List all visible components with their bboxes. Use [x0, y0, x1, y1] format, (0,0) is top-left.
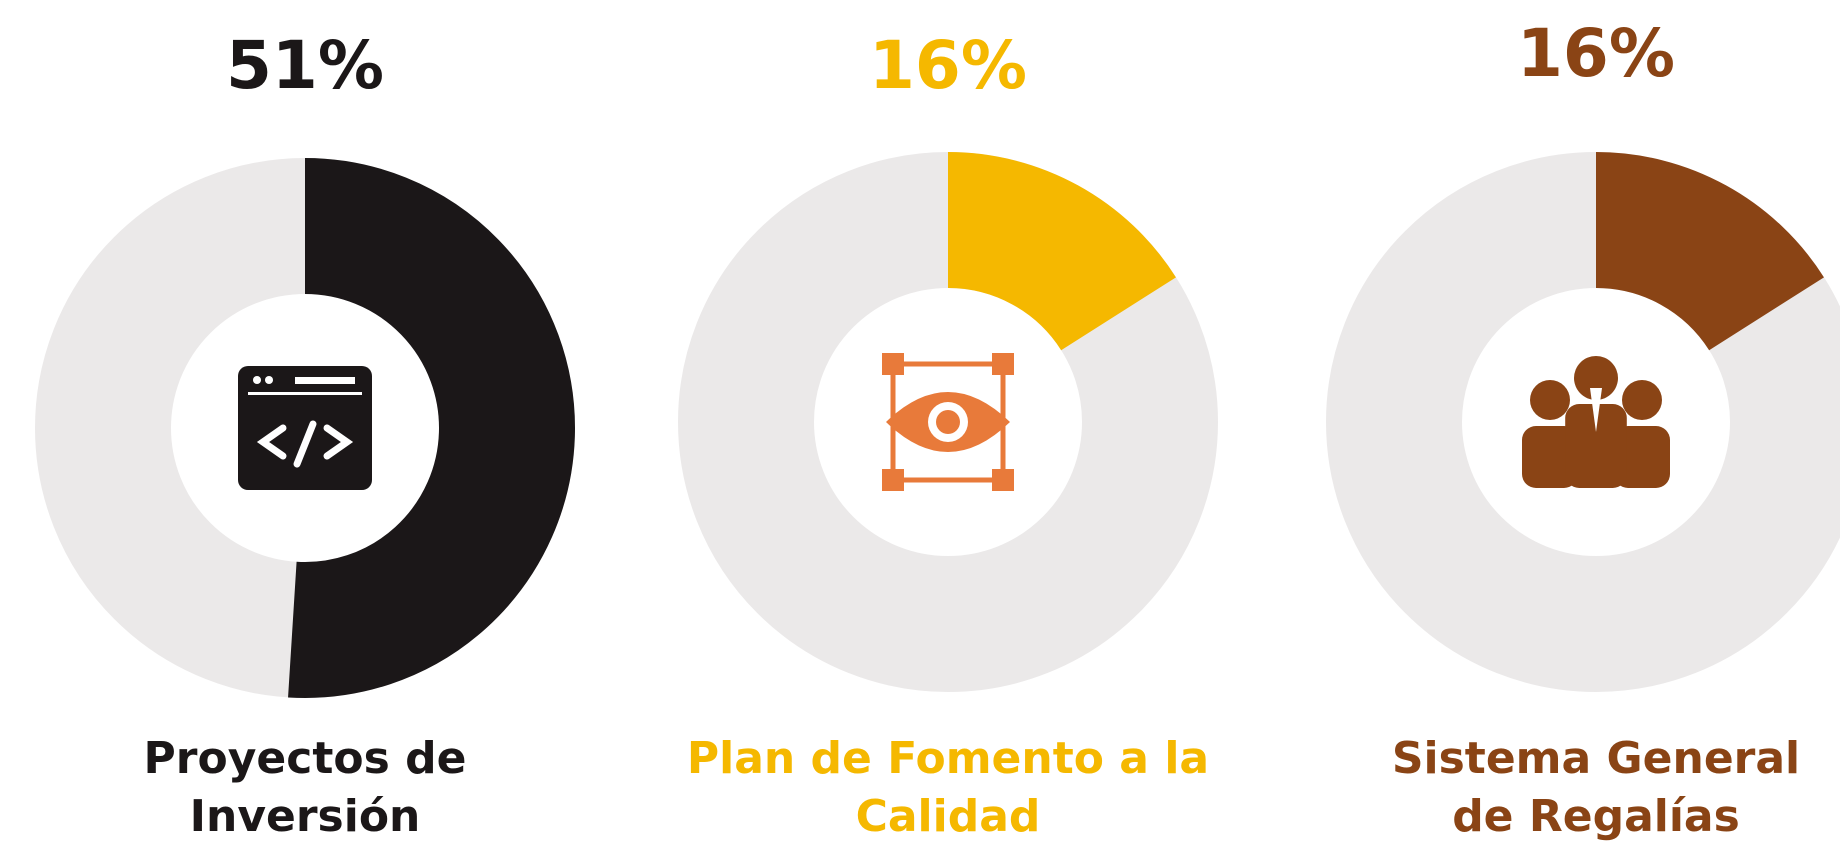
donut-arc: [288, 158, 575, 698]
percent-label: 51%: [226, 27, 384, 104]
icon: [1590, 388, 1602, 432]
chart-title: Sistema General de Regalías: [1391, 733, 1801, 842]
icon: [238, 366, 372, 490]
icon: [1565, 404, 1627, 488]
icon: [936, 410, 960, 434]
chart-title: Plan de Fomento a la Calidad: [686, 733, 1210, 842]
icon: [1574, 356, 1618, 400]
icon: [253, 376, 261, 384]
icon: [882, 353, 904, 375]
percent-label: 16%: [1517, 15, 1675, 92]
icon: [992, 353, 1014, 375]
icon: [1522, 426, 1578, 488]
icon: [256, 420, 354, 468]
icon: [248, 392, 362, 395]
icon: [992, 469, 1014, 491]
icon: [1622, 380, 1662, 420]
donut-arc: [946, 152, 1176, 352]
icon: [882, 469, 904, 491]
icon: [1530, 380, 1570, 420]
donut-arc: [1594, 152, 1824, 352]
icon: [295, 377, 355, 384]
icon: [265, 376, 273, 384]
percent-label: 16%: [869, 27, 1027, 104]
chart-title: Proyectos de Inversión: [143, 733, 467, 842]
icon: [1614, 426, 1670, 488]
